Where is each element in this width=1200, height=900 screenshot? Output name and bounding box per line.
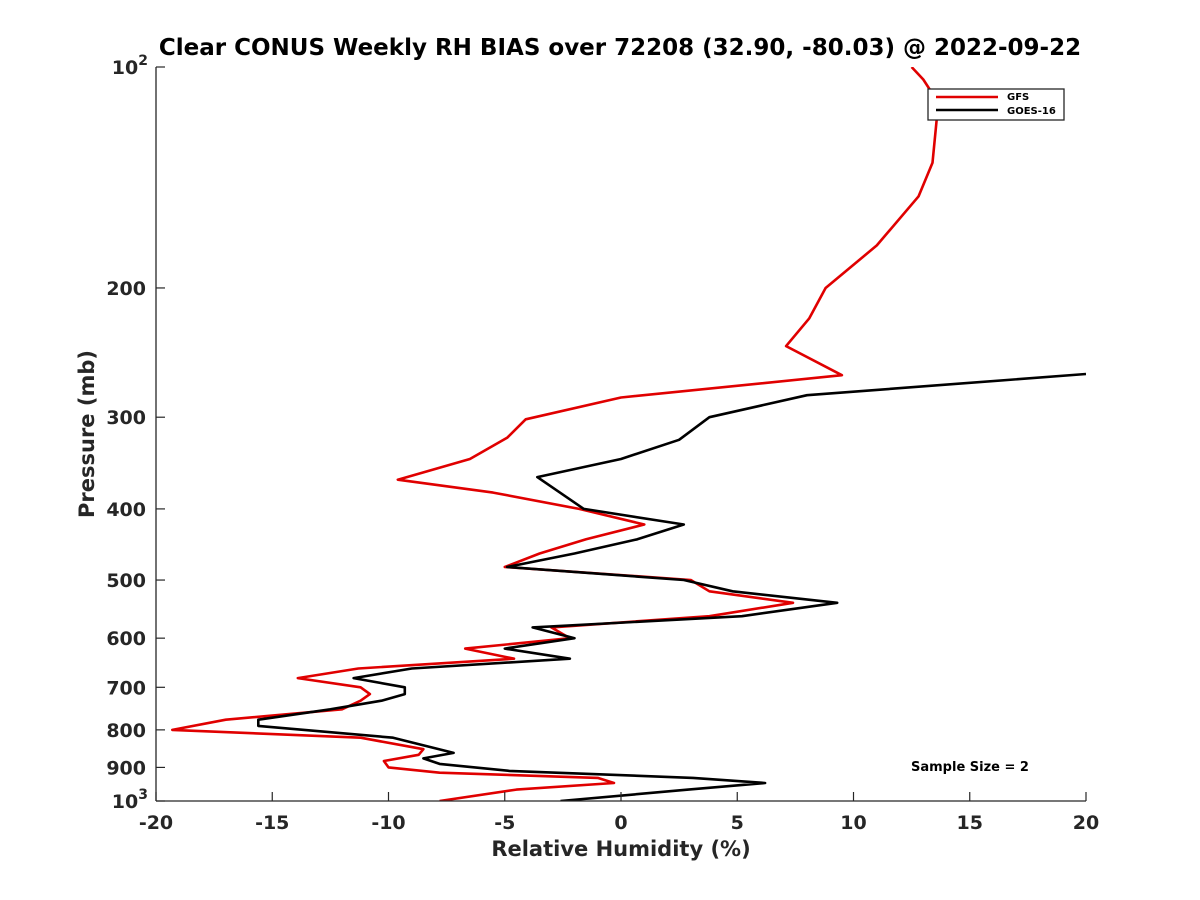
x-tick-label: -5 xyxy=(494,812,515,834)
y-tick-label: 700 xyxy=(106,677,146,699)
x-tick-label: -15 xyxy=(255,812,289,834)
y-tick-label: 300 xyxy=(106,407,146,429)
x-tick-label: 5 xyxy=(731,812,744,834)
legend-box xyxy=(927,88,1065,121)
x-tick-label: 15 xyxy=(957,812,983,834)
legend: GFS GOES-16 xyxy=(927,88,1065,121)
series-line-goes16 xyxy=(256,372,1086,801)
legend-label-goes16: GOES-16 xyxy=(1007,106,1056,117)
x-tick-label: -20 xyxy=(139,812,173,834)
x-tick-label: -10 xyxy=(371,812,405,834)
y-tick-label: 103 xyxy=(112,787,148,813)
y-tick-label: 200 xyxy=(106,278,146,300)
y-axis-ticks: 102 200 300 400 500 600 700 800 900 103 xyxy=(106,53,165,813)
y-tick-label: 800 xyxy=(106,720,146,742)
x-axis-ticks: -20 -15 -10 -5 0 5 10 15 20 xyxy=(139,792,1099,834)
x-tick-label: 0 xyxy=(614,812,627,834)
y-tick-label: 500 xyxy=(106,570,146,592)
series-layer xyxy=(171,67,1086,801)
sample-size-annotation: Sample Size = 2 xyxy=(911,760,1029,775)
chart-title: Clear CONUS Weekly RH BIAS over 72208 (3… xyxy=(159,35,1081,61)
y-tick-label: 600 xyxy=(106,628,146,650)
y-axis-label: Pressure (mb) xyxy=(75,350,99,518)
x-tick-label: 20 xyxy=(1073,812,1099,834)
y-tick-label: 400 xyxy=(106,499,146,521)
series-line-gfs xyxy=(171,67,939,801)
legend-label-gfs: GFS xyxy=(1007,92,1029,103)
y-tick-label: 900 xyxy=(106,757,146,779)
x-tick-label: 10 xyxy=(840,812,866,834)
x-axis-label: Relative Humidity (%) xyxy=(491,837,750,861)
y-tick-label: 102 xyxy=(112,53,148,79)
